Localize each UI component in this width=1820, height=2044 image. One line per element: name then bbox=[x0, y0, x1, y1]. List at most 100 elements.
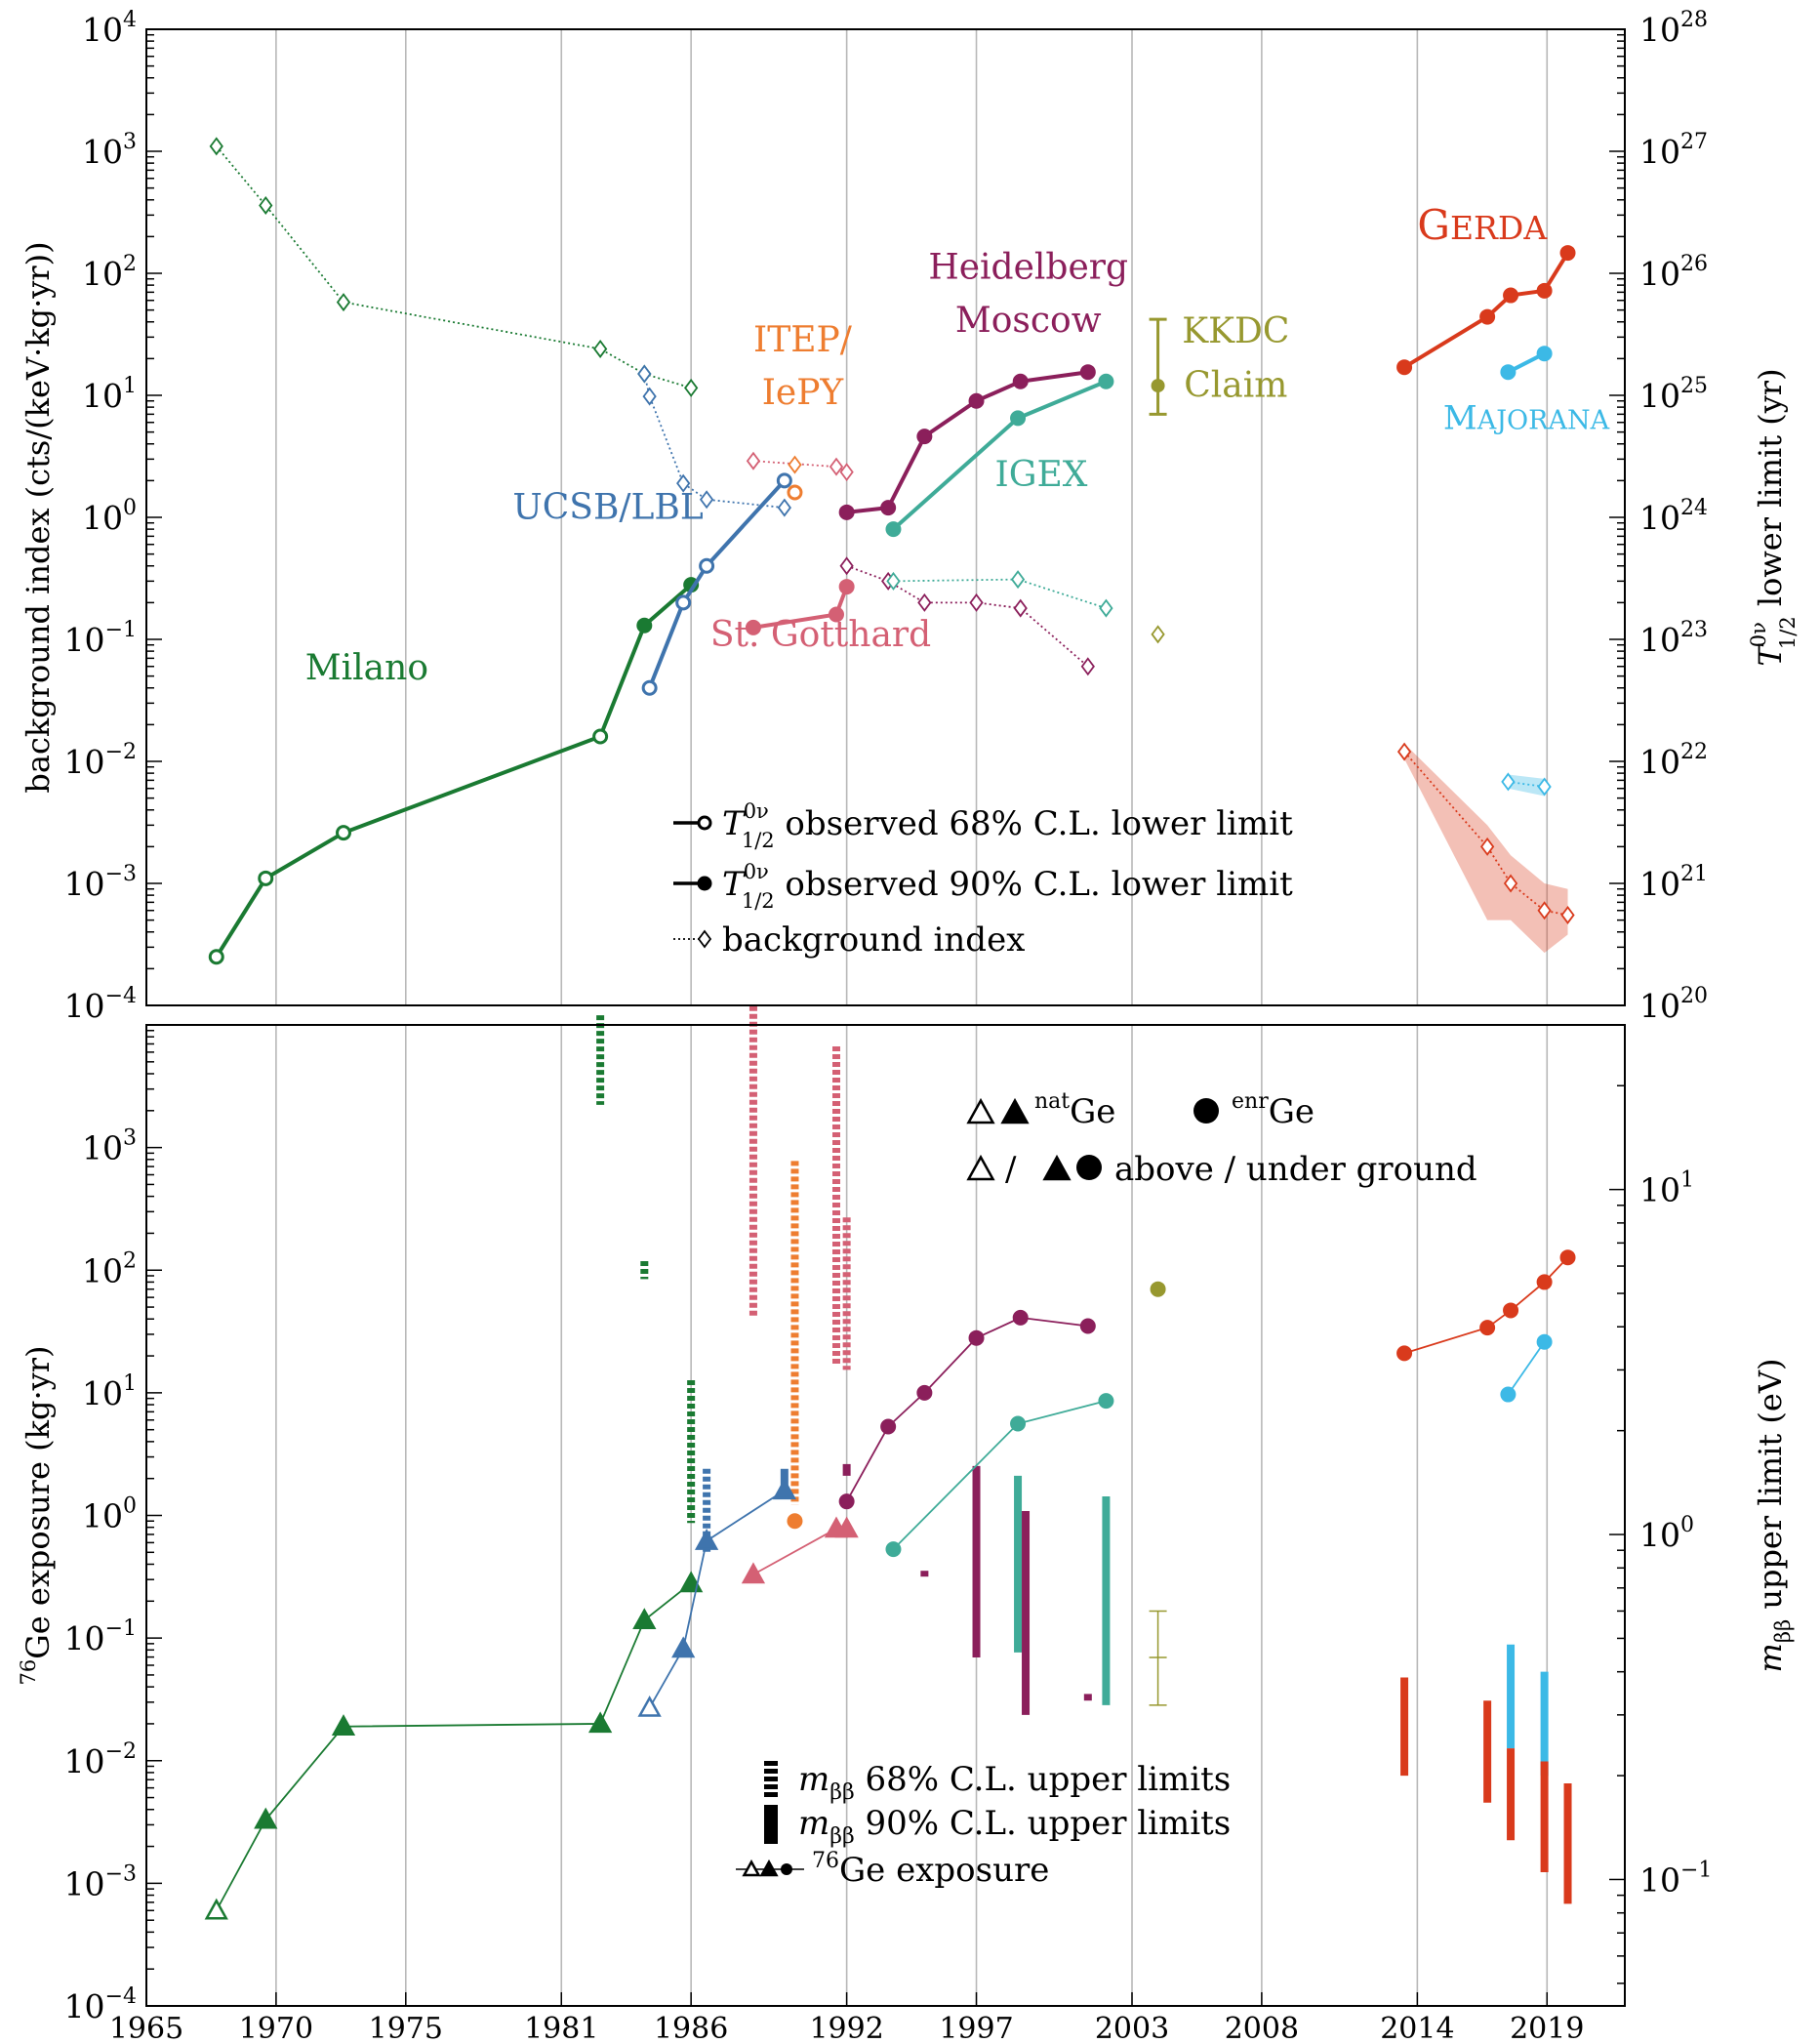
half-life-point bbox=[636, 617, 653, 634]
experiment-label: MAJORANA bbox=[1443, 398, 1610, 437]
y-left-tick-label: 100 bbox=[82, 496, 137, 537]
axis-titles: background index (cts/(keV·kg·yr)) T0ν 1/2… bbox=[17, 241, 1800, 1685]
tick-exponent: 1 bbox=[1680, 1168, 1694, 1193]
tick-base: 10 bbox=[1639, 1860, 1680, 1899]
background-index-point bbox=[642, 387, 657, 406]
background-index-point bbox=[1010, 570, 1026, 590]
tick-base: 10 bbox=[64, 1742, 105, 1780]
half-life-point bbox=[675, 594, 692, 611]
half-life-point bbox=[1503, 287, 1519, 304]
exposure-point bbox=[254, 1807, 278, 1829]
background-index-point bbox=[839, 556, 854, 576]
legend-triangle-open bbox=[966, 1097, 995, 1124]
x-tick-label: 2019 bbox=[1510, 2012, 1584, 2044]
half-life-point bbox=[699, 557, 715, 574]
legend-triangle-filled bbox=[1042, 1154, 1072, 1181]
exposure-point bbox=[1536, 1333, 1553, 1350]
y-left-tick-label: 102 bbox=[82, 252, 137, 293]
experiment-label: IGEX bbox=[995, 455, 1088, 495]
half-life-line bbox=[647, 479, 787, 689]
half-life-point bbox=[1012, 373, 1029, 389]
legend-triangle-open bbox=[966, 1154, 995, 1181]
tick-exponent: −4 bbox=[105, 984, 137, 1008]
exposure-point bbox=[1012, 1309, 1029, 1326]
majorana-background-band bbox=[1508, 774, 1545, 797]
tick-base: 10 bbox=[82, 133, 123, 171]
y-left-tick-label: 104 bbox=[82, 8, 137, 49]
half-life-point bbox=[1010, 410, 1027, 427]
legend-ground-text: above / under ground bbox=[1114, 1150, 1477, 1189]
tick-base: 10 bbox=[1639, 1171, 1680, 1209]
legend-marker bbox=[697, 929, 712, 949]
x-tick-label: 2008 bbox=[1225, 2012, 1299, 2044]
half-life-point bbox=[1098, 373, 1114, 389]
y-right-tick-label: 1022 bbox=[1639, 740, 1708, 781]
background-index-point bbox=[917, 593, 932, 612]
x-tick-label: 1965 bbox=[109, 2012, 183, 2044]
background-index-point bbox=[1501, 772, 1516, 792]
tick-base: 10 bbox=[1639, 987, 1680, 1025]
exposure-point bbox=[1010, 1415, 1027, 1432]
half-life-point bbox=[592, 728, 609, 745]
legend-label: mββ 90% C.L. upper limits bbox=[798, 1804, 1231, 1849]
exposure-point bbox=[968, 1329, 985, 1346]
legend-slash: / bbox=[1005, 1150, 1017, 1189]
tick-exponent: 22 bbox=[1680, 740, 1708, 764]
half-life-point bbox=[1536, 346, 1553, 362]
exposure-point bbox=[1079, 1318, 1096, 1334]
background-index-point bbox=[684, 378, 699, 397]
y-left-title-top: background index (cts/(keV·kg·yr)) bbox=[20, 241, 57, 793]
background-index-point bbox=[1099, 598, 1113, 618]
y-right-title-top: T0ν 1/2 lower limit (yr) bbox=[1747, 368, 1800, 666]
background-index-point bbox=[1503, 874, 1518, 893]
experiment-label: KKDC bbox=[1182, 311, 1289, 351]
half-life-point bbox=[968, 392, 985, 409]
y-right-title-bottom: mββ upper limit (eV) bbox=[1752, 1359, 1795, 1673]
exposure-point bbox=[632, 1608, 657, 1630]
tick-base: 10 bbox=[82, 255, 123, 293]
legend-marker bbox=[697, 876, 712, 891]
half-life-point bbox=[916, 429, 933, 445]
y-left-tick-label: 10−4 bbox=[64, 1984, 137, 2025]
top-panel-kkdc-claim bbox=[1149, 317, 1167, 416]
exposure-point bbox=[1150, 1281, 1166, 1297]
y-left-tick-label: 10−4 bbox=[64, 984, 137, 1025]
legend-label: mββ 68% C.L. upper limits bbox=[798, 1760, 1231, 1805]
label-smallcaps: AJORANA bbox=[1476, 405, 1610, 435]
background-index-point bbox=[209, 137, 223, 156]
y-left-tick-label: 10−1 bbox=[64, 618, 137, 659]
tick-base: 10 bbox=[82, 377, 123, 415]
exposure-point bbox=[834, 1516, 859, 1538]
tick-base: 10 bbox=[64, 1987, 105, 2025]
exposure-point bbox=[204, 1898, 228, 1920]
exposure-point bbox=[1479, 1320, 1496, 1336]
tick-exponent: 27 bbox=[1680, 130, 1708, 154]
bottom-panel-kkdc-mbb bbox=[1149, 1610, 1167, 1706]
tick-base: 10 bbox=[82, 499, 123, 537]
legend-label: T0ν 1/2 observed 90% C.L. lower limit bbox=[722, 860, 1293, 913]
exposure-point bbox=[772, 1478, 796, 1500]
tick-base: 10 bbox=[1639, 621, 1680, 659]
bottom-panel-legend: natGe enrGe / above / under ground mββ 68% C… bbox=[736, 1089, 1477, 1890]
y-right-tick-label: 1023 bbox=[1639, 618, 1708, 659]
tick-exponent: −4 bbox=[105, 1984, 137, 2009]
tick-exponent: −2 bbox=[105, 740, 137, 764]
tick-exponent: 4 bbox=[123, 8, 137, 32]
exposure-point bbox=[1098, 1393, 1114, 1410]
tick-base: 10 bbox=[82, 1129, 123, 1167]
tick-base: 10 bbox=[1639, 499, 1680, 537]
axis-tick-labels: 10−410−310−210−1100101102103104102010211… bbox=[64, 8, 1713, 2044]
top-panel-grid bbox=[275, 29, 1549, 1005]
background-index-point bbox=[676, 473, 691, 493]
tick-exponent: 21 bbox=[1680, 862, 1708, 886]
background-index-point bbox=[593, 339, 608, 358]
tick-exponent: 25 bbox=[1680, 374, 1708, 398]
tick-exponent: 28 bbox=[1680, 8, 1708, 32]
half-life-point bbox=[1536, 282, 1553, 299]
tick-base: 10 bbox=[1639, 1516, 1680, 1554]
tick-base: 10 bbox=[1639, 865, 1680, 903]
exposure-point bbox=[637, 1695, 662, 1717]
experiment-label: ITEP/ bbox=[753, 320, 853, 360]
tick-exponent: 26 bbox=[1680, 252, 1708, 276]
